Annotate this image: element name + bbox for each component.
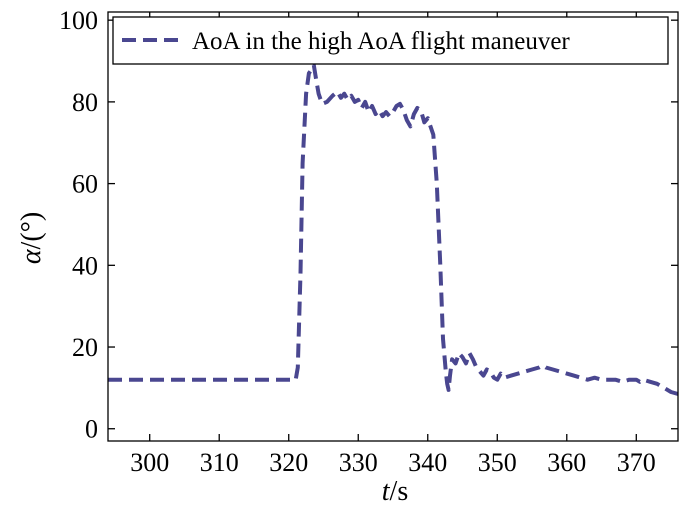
- plot-frame: [107, 11, 679, 442]
- x-tick-label: 370: [617, 448, 656, 477]
- x-tick-label: 300: [130, 448, 169, 477]
- axes: 300 310 320 330 340 350 360 370 0 20 40 60 80 100: [59, 6, 679, 477]
- y-tick-label: 80: [72, 88, 98, 117]
- legend-label: AoA in the high AoA flight maneuver: [192, 28, 570, 55]
- svg-text:t/s: t/s: [382, 476, 408, 507]
- y-tick-label: 40: [72, 251, 98, 280]
- x-axis-title-italic: t: [382, 476, 391, 507]
- y-tick-label: 100: [59, 6, 98, 35]
- x-tick-label: 340: [408, 448, 447, 477]
- x-tick-label: 350: [478, 448, 517, 477]
- svg-text:α/(°): α/(°): [16, 212, 47, 264]
- legend: AoA in the high AoA flight maneuver: [112, 16, 669, 65]
- y-tick-label: 20: [72, 333, 98, 362]
- x-tick-label: 310: [200, 448, 239, 477]
- x-axis-title-unit: /s: [390, 476, 409, 507]
- y-tick-label: 0: [85, 415, 98, 444]
- x-tick-label: 320: [269, 448, 308, 477]
- legend-box: [112, 16, 669, 65]
- x-tick-label: 330: [339, 448, 378, 477]
- x-axis-title: t/s: [382, 476, 408, 507]
- y-tick-label: 60: [72, 170, 98, 199]
- x-tick-label: 360: [547, 448, 586, 477]
- series-line-0: [108, 63, 679, 396]
- y-axis-title-unit: /(°): [16, 212, 47, 250]
- plot-area: [108, 63, 679, 396]
- y-axis-title-italic: α: [16, 248, 47, 264]
- y-axis-title: α/(°): [16, 212, 47, 264]
